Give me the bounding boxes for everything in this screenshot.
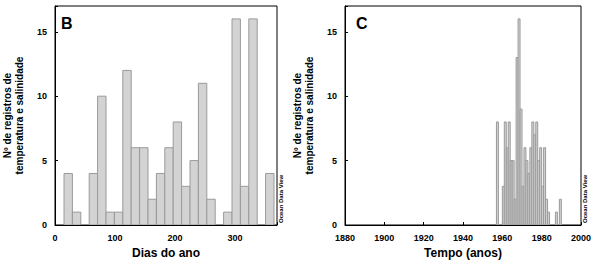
svg-text:200: 200: [167, 233, 182, 243]
svg-text:Tempo (anos): Tempo (anos): [424, 246, 502, 260]
svg-text:1900: 1900: [374, 233, 394, 243]
svg-text:Ocean Data View: Ocean Data View: [278, 174, 284, 223]
svg-text:1920: 1920: [414, 233, 434, 243]
svg-text:15: 15: [37, 27, 47, 37]
svg-text:2000: 2000: [571, 233, 591, 243]
svg-text:5: 5: [332, 156, 337, 166]
svg-text:Nº de registros de: Nº de registros de: [2, 72, 13, 158]
svg-text:0: 0: [42, 220, 47, 230]
svg-text:B: B: [61, 15, 73, 32]
svg-text:1880: 1880: [335, 233, 355, 243]
svg-text:100: 100: [107, 233, 122, 243]
svg-text:temperatura e salinidade: temperatura e salinidade: [304, 56, 315, 174]
svg-text:10: 10: [327, 91, 337, 101]
svg-text:Dias do ano: Dias do ano: [132, 246, 200, 260]
svg-text:Ocean Data View: Ocean Data View: [582, 174, 588, 223]
svg-text:C: C: [356, 15, 368, 32]
svg-text:1940: 1940: [453, 233, 473, 243]
svg-text:0: 0: [52, 233, 57, 243]
svg-text:temperatura e salinidade: temperatura e salinidade: [14, 56, 25, 174]
svg-text:300: 300: [227, 233, 242, 243]
svg-text:1980: 1980: [532, 233, 552, 243]
svg-text:15: 15: [327, 27, 337, 37]
svg-text:1960: 1960: [492, 233, 512, 243]
svg-text:10: 10: [37, 91, 47, 101]
svg-text:0: 0: [332, 220, 337, 230]
svg-text:Nº de registros de: Nº de registros de: [292, 72, 303, 158]
svg-text:5: 5: [42, 156, 47, 166]
